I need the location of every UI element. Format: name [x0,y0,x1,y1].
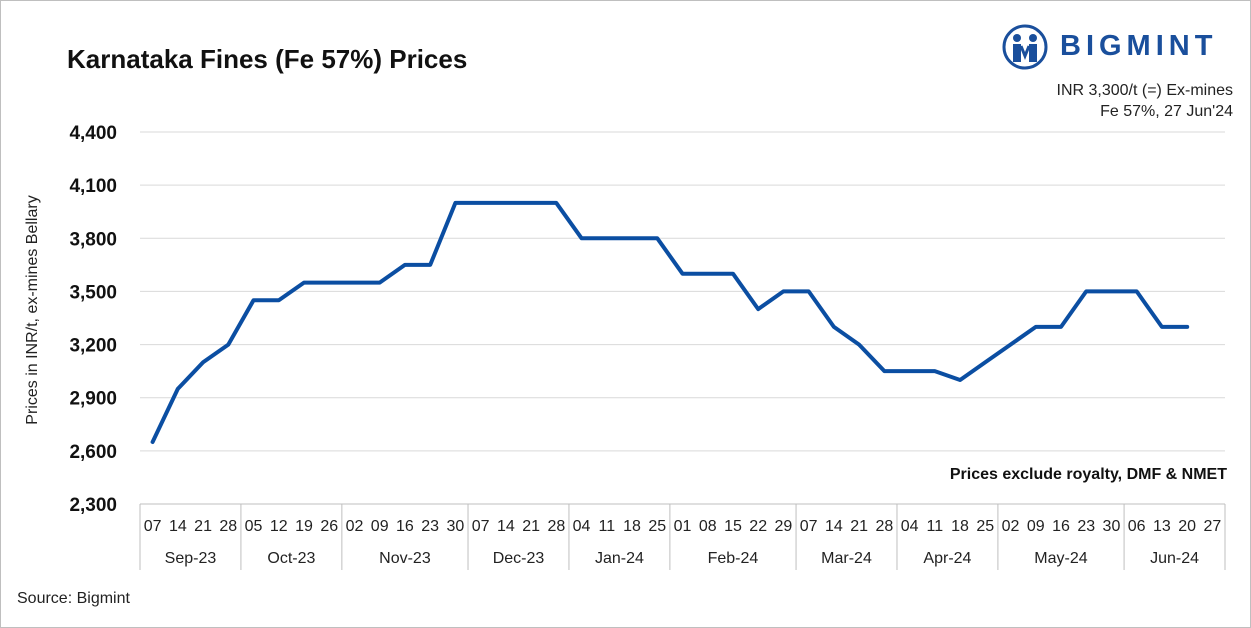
x-tick-label: 07 [144,518,162,535]
price-series [150,200,1190,444]
month-label: Nov-23 [379,550,431,567]
y-tick-label: 3,800 [69,229,117,250]
x-tick-label: 04 [573,518,591,535]
y-tick-label: 3,500 [69,282,117,303]
price-line [150,200,1190,444]
month-label: Dec-23 [493,550,545,567]
month-label: Mar-24 [821,550,872,567]
x-tick-label: 25 [648,518,666,535]
month-label: Jan-24 [595,550,644,567]
x-tick-label: 23 [1077,518,1095,535]
y-axis: 2,300 2,600 2,900 3,200 3,500 3,800 4,100 4,400 [69,123,117,516]
x-tick-label: 13 [1153,518,1171,535]
x-tick-label: 09 [1027,518,1045,535]
x-tick-label: 01 [674,518,692,535]
x-tick-label: 29 [775,518,793,535]
x-tick-label: 28 [219,518,237,535]
x-tick-label: 30 [1103,518,1121,535]
x-tick-label: 19 [295,518,313,535]
x-tick-label: 07 [472,518,490,535]
x-tick-label: 06 [1128,518,1146,535]
x-tick-label: 07 [800,518,818,535]
y-tick-label: 4,400 [69,123,117,144]
month-label: Feb-24 [708,550,759,567]
x-tick-label: 04 [901,518,919,535]
bigmint-logo-icon [1002,24,1048,70]
x-tick-label: 08 [699,518,717,535]
x-tick-label: 21 [194,518,212,535]
brand-name: BIGMINT [1060,30,1218,62]
x-tick-label: 20 [1178,518,1196,535]
x-tick-label: 21 [522,518,540,535]
x-tick-label: 26 [320,518,338,535]
price-summary: INR 3,300/t (=) Ex-mines Fe 57%, 27 Jun'… [1057,80,1234,122]
source-label: Source: Bigmint [17,590,130,607]
x-tick-label: 30 [447,518,465,535]
y-tick-label: 3,200 [69,336,117,357]
x-tick-label: 18 [951,518,969,535]
price-summary-line-2: Fe 57%, 27 Jun'24 [1100,103,1233,120]
x-tick-label: 05 [245,518,263,535]
y-axis-label: Prices in INR/t, ex-mines Bellary [24,195,41,424]
price-summary-line-1: INR 3,300/t (=) Ex-mines [1056,82,1234,99]
x-tick-label: 22 [749,518,767,535]
x-tick-label: 27 [1203,518,1221,535]
x-tick-label: 21 [850,518,868,535]
x-tick-label: 12 [270,518,288,535]
y-tick-label: 2,600 [69,442,117,463]
price-note: Prices exclude royalty, DMF & NMET [949,466,1227,483]
x-tick-label: 14 [169,518,187,535]
y-tick-label: 4,100 [69,176,117,197]
x-tick-label: 14 [497,518,515,535]
x-tick-label: 28 [547,518,565,535]
x-tick-label: 02 [346,518,364,535]
brand-logo: BIGMINT [1002,24,1242,70]
y-tick-label: 2,900 [69,389,117,410]
x-tick-label: 16 [396,518,414,535]
x-tick-label: 23 [421,518,439,535]
month-label: May-24 [1034,550,1087,567]
x-tick-label: 18 [623,518,641,535]
x-tick-label: 15 [724,518,742,535]
chart-title: Karnataka Fines (Fe 57%) Prices [67,44,468,74]
x-tick-label: 28 [875,518,893,535]
month-label: Jun-24 [1150,550,1199,567]
x-tick-label: 16 [1052,518,1070,535]
y-tick-label: 2,300 [69,495,117,516]
month-label: Sep-23 [165,550,217,567]
x-tick-label: 02 [1002,518,1020,535]
month-label: Oct-23 [267,550,315,567]
gridlines [140,131,1225,452]
x-tick-label: 25 [976,518,994,535]
month-label: Apr-24 [923,550,971,567]
x-axis: 07 14 21 28 05 12 19 26 02 09 16 23 30 07 14 21 28 04 11 18… [139,503,1226,570]
x-tick-label: 14 [825,518,843,535]
x-tick-label: 11 [927,518,944,535]
x-tick-label: 11 [598,518,615,535]
x-tick-label: 09 [371,518,389,535]
